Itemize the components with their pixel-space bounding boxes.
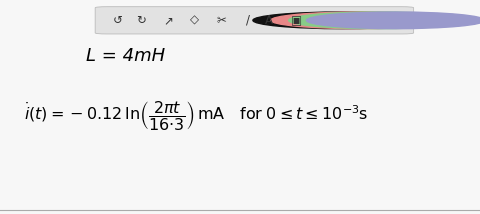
Text: /: /	[246, 14, 251, 27]
Circle shape	[253, 12, 432, 29]
Text: L = 4mH: L = 4mH	[86, 47, 166, 65]
Circle shape	[307, 12, 480, 29]
Text: ↺: ↺	[113, 14, 122, 27]
Text: $\dot{i}(t) = -0.12\,\ln\!\left(\dfrac{2\pi t}{16{\cdot}3}\right)\,\mathrm{mA}\q: $\dot{i}(t) = -0.12\,\ln\!\left(\dfrac{2…	[24, 99, 369, 132]
Text: ✂: ✂	[217, 14, 227, 27]
Circle shape	[271, 12, 449, 29]
Text: ◇: ◇	[191, 14, 199, 27]
Text: ↗: ↗	[163, 14, 173, 27]
Text: ↻: ↻	[136, 14, 146, 27]
Text: A: A	[265, 14, 273, 27]
Text: ▣: ▣	[290, 14, 301, 27]
Circle shape	[288, 12, 467, 29]
FancyBboxPatch shape	[95, 7, 414, 34]
